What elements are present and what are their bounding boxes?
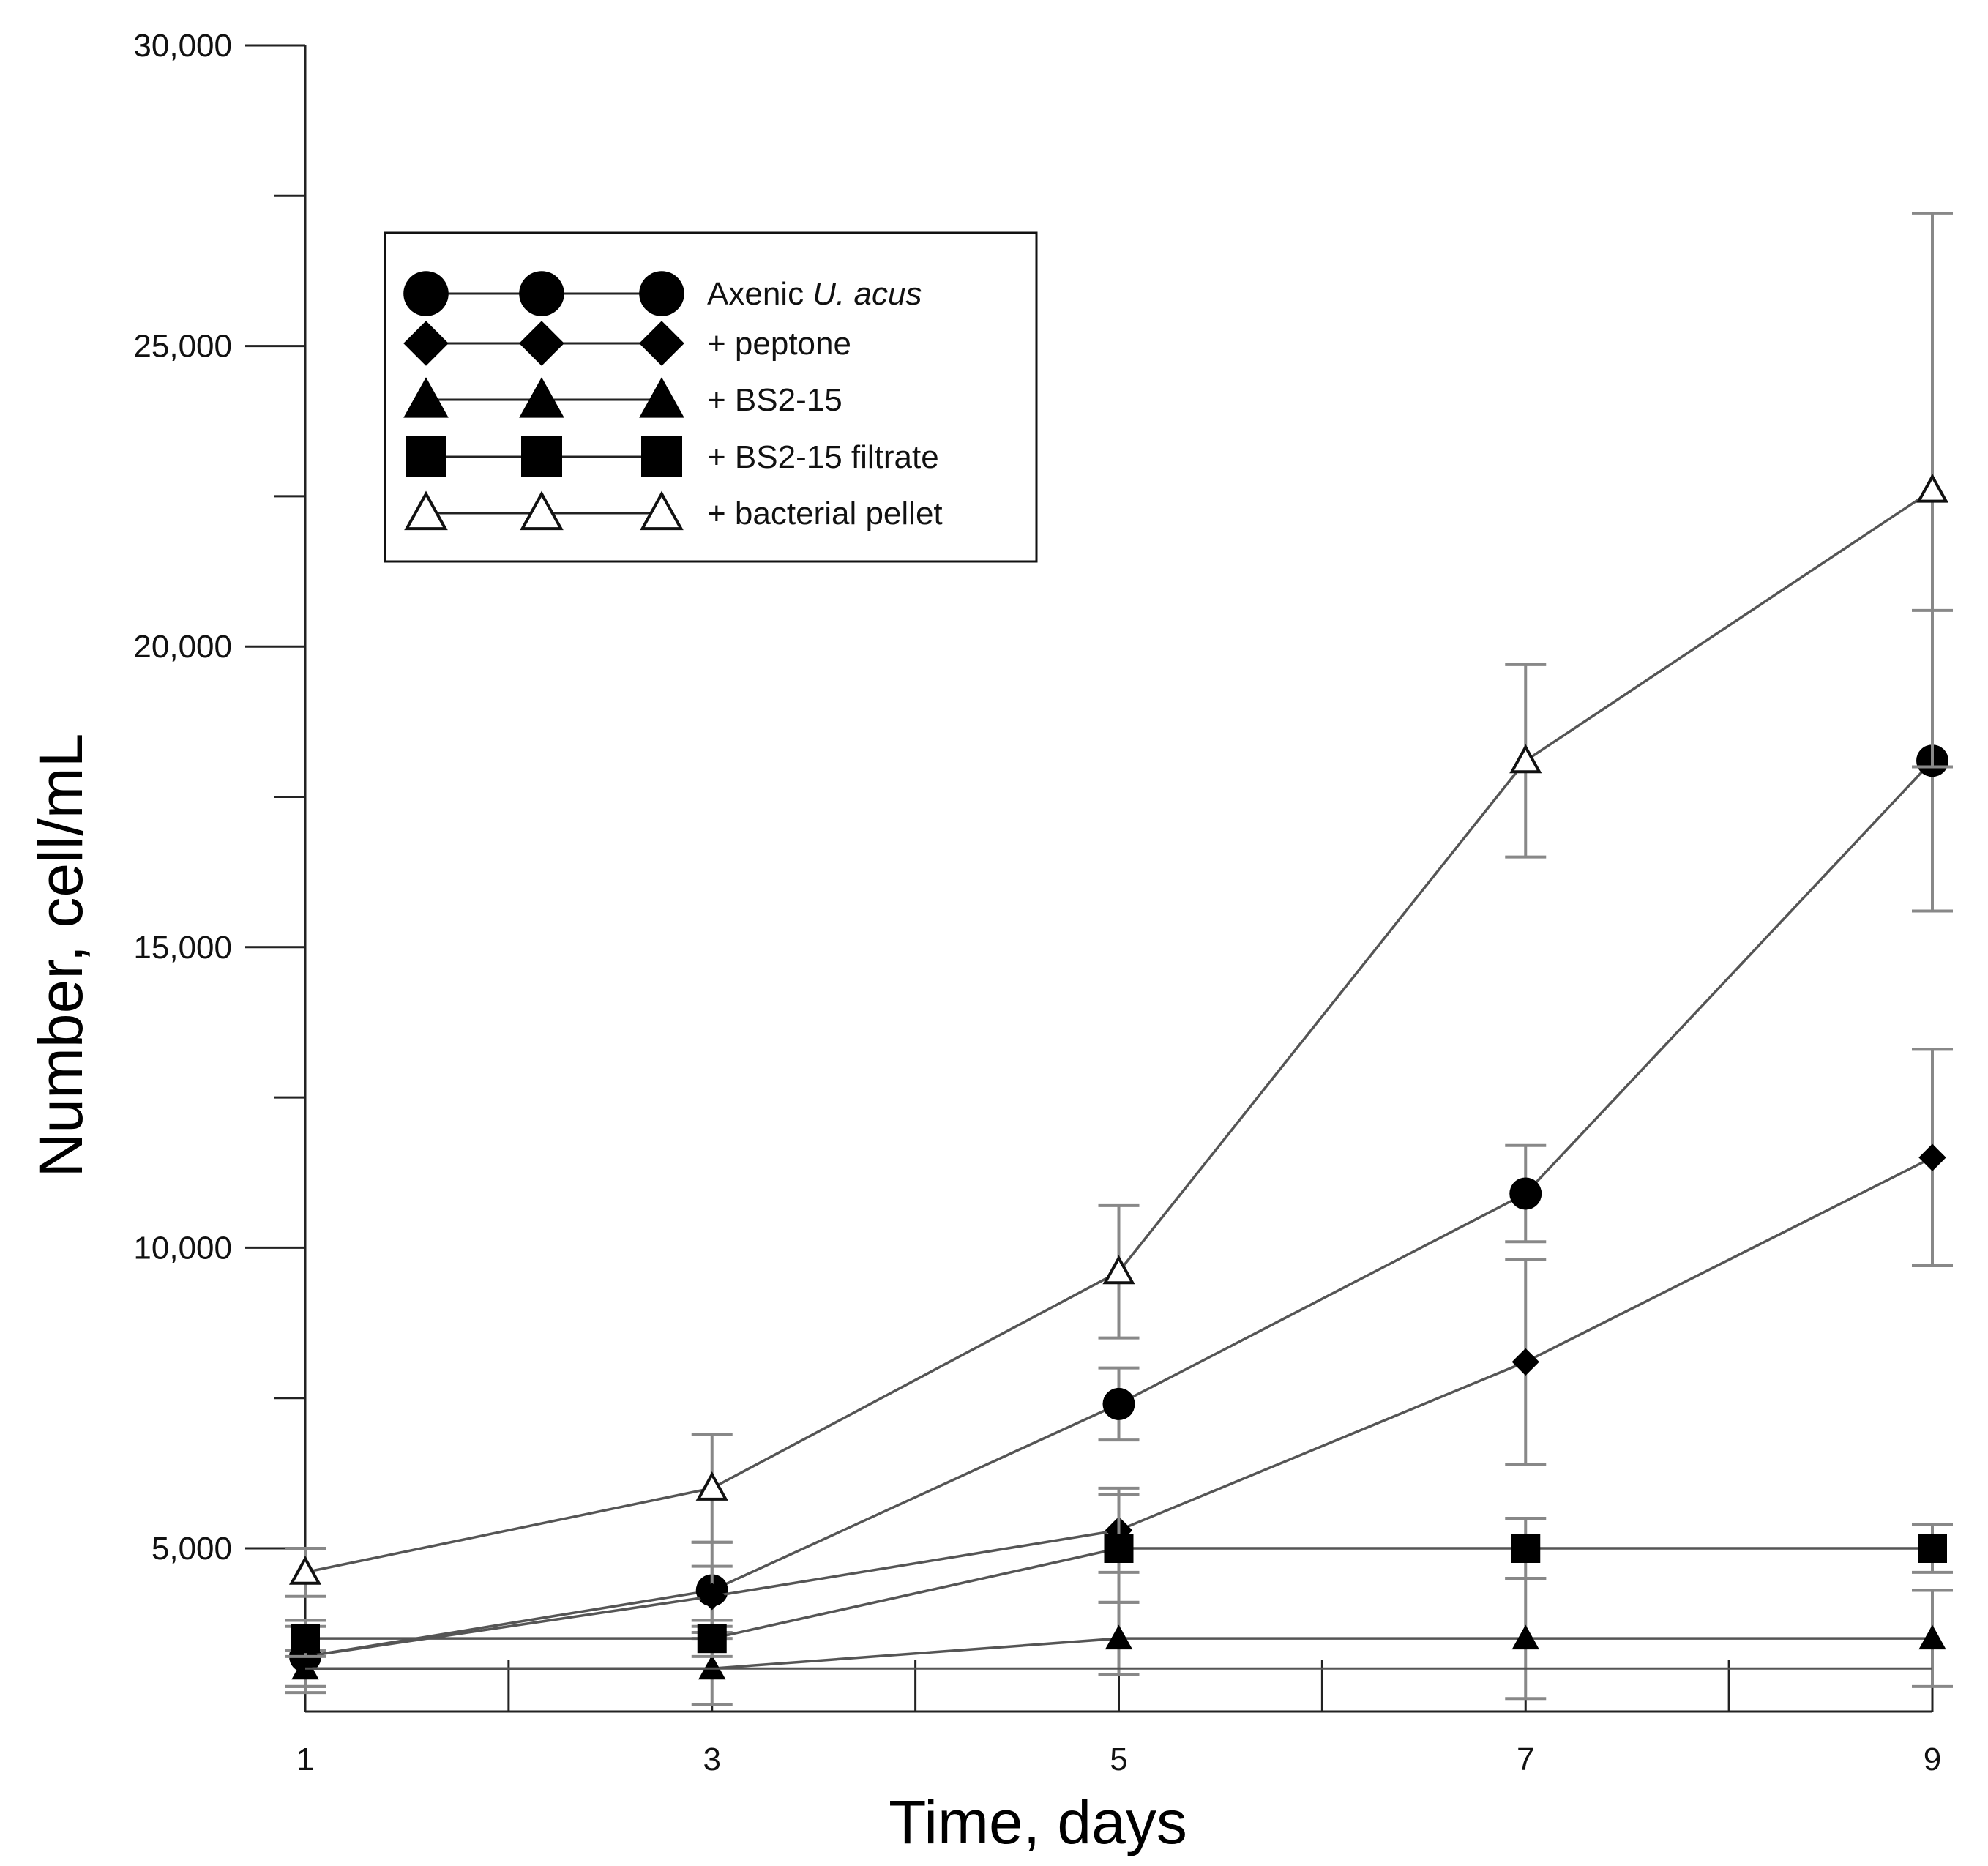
data-point	[1918, 1143, 1946, 1171]
x-tick-label: 1	[296, 1742, 314, 1777]
axes	[304, 45, 1932, 1713]
legend-label: Axenic U. acus	[707, 276, 922, 312]
tick-labels: 5,000 10,000 15,000 20,000 25,000 30,000 1 3 5 7 9	[133, 28, 1941, 1777]
legend-marker	[519, 271, 564, 316]
y-tick-label: 30,000	[133, 28, 232, 64]
legend-marker	[639, 271, 684, 316]
legend-marker	[640, 490, 684, 531]
legend-label: + peptone	[707, 326, 851, 362]
data-point	[291, 1654, 319, 1680]
legend-marker	[403, 271, 449, 316]
y-tick-label: 10,000	[133, 1230, 232, 1266]
y-tick-label: 5,000	[152, 1531, 232, 1567]
legend: Axenic U. acus + peptone + BS2-15 + BS2-15 …	[384, 231, 1038, 563]
data-point	[291, 1624, 320, 1654]
legend-marker	[406, 436, 446, 477]
legend-label: + BS2-15 filtrate	[707, 439, 939, 475]
legend-entry: + bacterial pellet	[404, 490, 943, 531]
legend-marker	[404, 490, 448, 531]
legend-marker	[641, 436, 682, 477]
x-tick-label: 7	[1517, 1742, 1534, 1777]
series-layer	[285, 212, 1953, 1706]
legend-marker	[639, 321, 684, 366]
x-tick-label: 3	[703, 1742, 721, 1777]
x-tick-label: 5	[1110, 1742, 1127, 1777]
data-point	[1511, 1624, 1539, 1650]
legend-marker	[520, 490, 564, 531]
legend-entry: + BS2-15	[403, 377, 842, 418]
legend-marker	[519, 321, 564, 366]
data-point	[1509, 744, 1542, 774]
data-point	[1511, 1534, 1541, 1563]
x-axis-title: Time, days	[889, 1788, 1187, 1856]
legend-label: + BS2-15	[707, 382, 842, 418]
data-point	[1918, 1534, 1947, 1563]
series-4	[285, 212, 1953, 1598]
data-point	[698, 1582, 726, 1611]
data-point	[1511, 1348, 1539, 1376]
legend-marker	[521, 436, 562, 477]
y-tick-label: 15,000	[133, 930, 232, 966]
legend-marker	[403, 321, 449, 366]
legend-marker	[403, 377, 449, 418]
data-point	[1102, 1387, 1135, 1420]
data-point	[695, 1471, 728, 1501]
data-point	[1102, 1255, 1135, 1285]
y-axis-title: Number, cell/mL	[26, 734, 95, 1178]
legend-entry: + BS2-15 filtrate	[406, 436, 939, 477]
legend-box	[384, 231, 1038, 563]
y-tick-label: 20,000	[133, 629, 232, 665]
data-point	[1918, 1624, 1946, 1650]
data-point	[698, 1654, 726, 1680]
legend-label: + bacterial pellet	[707, 496, 943, 531]
legend-marker	[639, 377, 684, 418]
legend-entry: Axenic U. acus	[403, 271, 922, 316]
legend-marker	[519, 377, 564, 418]
series-3	[285, 1493, 1953, 1658]
data-point	[1509, 1177, 1542, 1210]
data-point	[697, 1624, 727, 1654]
data-point	[1104, 1534, 1134, 1563]
legend-entry: + peptone	[403, 321, 851, 366]
data-point	[1105, 1624, 1133, 1650]
data-point	[1916, 473, 1949, 503]
data-point	[288, 1556, 322, 1585]
y-tick-label: 25,000	[133, 329, 232, 365]
x-tick-label: 9	[1924, 1742, 1941, 1777]
